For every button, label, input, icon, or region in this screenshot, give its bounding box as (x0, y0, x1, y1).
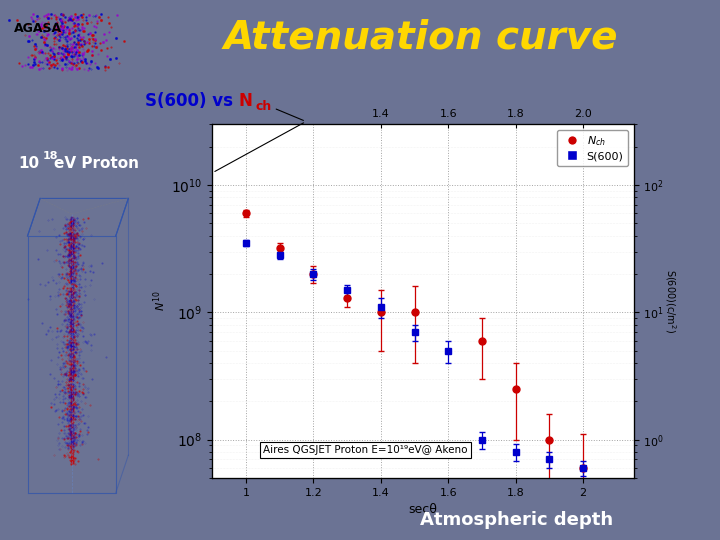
Text: ch: ch (256, 99, 271, 113)
Y-axis label: $N^{10}$: $N^{10}$ (152, 291, 168, 311)
Legend: $N_{ch}$, S(600): $N_{ch}$, S(600) (557, 130, 628, 166)
Text: N: N (238, 92, 252, 110)
Text: S(600) vs: S(600) vs (145, 92, 239, 110)
Text: 10: 10 (19, 156, 40, 171)
Text: eV Proton: eV Proton (54, 156, 139, 171)
Text: AGASA: AGASA (14, 22, 62, 35)
Y-axis label: S(600)(c/m$^2$): S(600)(c/m$^2$) (663, 269, 678, 333)
Text: Atmospheric depth: Atmospheric depth (420, 511, 613, 529)
X-axis label: secθ: secθ (408, 503, 438, 516)
Text: Aires QGSJET Proton E=10¹⁹eV@ Akeno: Aires QGSJET Proton E=10¹⁹eV@ Akeno (263, 445, 467, 455)
Text: 18: 18 (42, 151, 58, 161)
Text: Attenuation curve: Attenuation curve (224, 19, 618, 57)
